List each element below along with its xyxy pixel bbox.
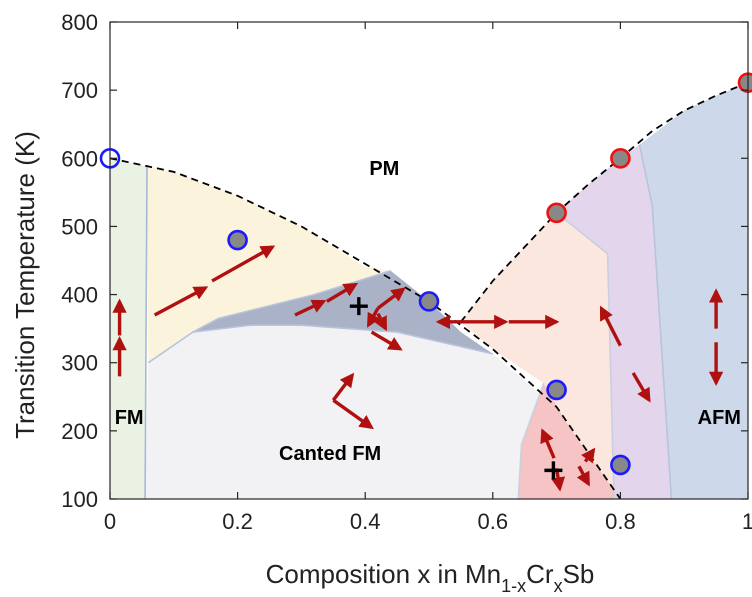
spin-arrow [576,465,590,487]
spin-arrow [332,398,374,430]
y-tick-label: 200 [61,419,98,444]
x-tick-label: 0.4 [350,509,381,534]
spin-arrow [374,312,388,332]
x-tick-label: 0 [104,509,116,534]
x-tick-label: 0.6 [478,509,509,534]
boundary-line [109,157,622,500]
x-axis-title-part: 1-x [501,576,526,596]
phase-boundary-lines [109,81,749,500]
region-border [638,144,673,500]
data-point [546,202,567,224]
region-label: AFM [698,407,741,429]
region-labels: PM FM Canted FM AFM [115,158,741,465]
plot-frame [109,21,749,500]
data-point [546,379,567,401]
spin-arrow [294,299,327,317]
region-border [517,382,545,500]
y-tick-label: 400 [61,283,98,308]
region-yellow [147,166,391,363]
spin-arrow [631,372,651,403]
region-dark-blue [192,270,493,354]
spin-arrow [376,287,406,310]
x-tick-labels: 0 0.2 0.4 0.6 0.8 1 [104,509,752,534]
data-point [610,147,631,169]
boundary-line [460,81,749,323]
region-AFM [639,82,748,499]
spin-arrow [331,372,355,402]
y-tick-label: 300 [61,351,98,376]
region-border [192,324,493,355]
region-borders [144,144,673,500]
plus-marker [544,461,563,480]
region-label: Canted FM [279,443,381,465]
x-tick-label: 0.8 [605,509,636,534]
region-label: FM [115,407,144,429]
x-axis-title-part: Composition x in Mn [266,559,502,589]
x-axis-title-part: Sb [563,559,595,589]
spin-arrow [153,286,209,317]
axes [109,21,749,500]
region-FM [110,158,147,500]
y-tick-label: 800 [61,10,98,35]
plus-marker [349,297,368,316]
region-border [556,212,615,500]
y-tick-label: 600 [61,146,98,171]
spin-arrow [540,428,556,459]
data-point [737,72,752,93]
data-point [227,229,248,251]
region-canted [145,325,621,499]
y-tick-label: 100 [61,487,98,512]
x-tick-label: 1 [742,509,752,534]
data-point [610,454,631,476]
y-tick-label: 500 [61,214,98,239]
x-tick-label: 0.2 [222,509,253,534]
x-axis-title-part: Cr [526,559,554,589]
spin-arrow [599,305,622,347]
data-point [418,291,440,312]
plus-markers [349,297,563,480]
region-label: PM [369,158,399,180]
spin-arrow [211,245,276,283]
y-axis-title: Transition Temperature (K) [10,131,40,439]
spin-arrow [366,307,381,328]
spin-arrow [370,330,403,351]
region-purple [556,144,672,499]
region-red [518,383,621,499]
region-border [144,166,148,500]
region-border [147,269,391,364]
spin-arrow [326,282,359,303]
spin-arrow [581,447,596,464]
region-peach [460,212,621,500]
x-axis-title-part: x [554,576,563,596]
y-tick-labels: 100 200 300 400 500 600 700 800 [61,10,98,512]
phase-regions [110,82,748,500]
x-axis-title: Composition x in Mn1-xCrxSb [266,559,595,596]
spin-arrows [112,245,724,492]
y-tick-label: 700 [61,78,98,103]
